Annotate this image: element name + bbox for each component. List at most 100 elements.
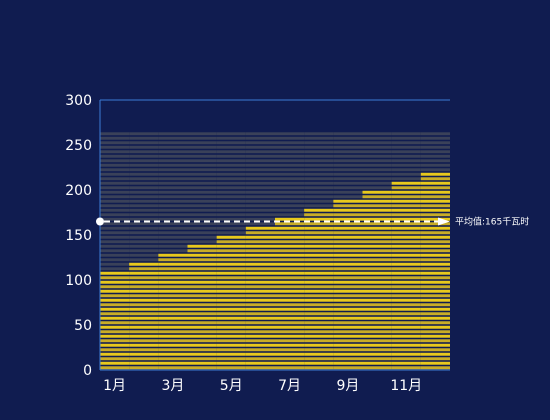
background-bar-segment (129, 190, 159, 194)
bar-segment (420, 280, 450, 284)
bar-segment (216, 289, 246, 293)
bar-segment (304, 357, 334, 361)
bar-segment (391, 348, 421, 352)
bar-segment (362, 271, 392, 275)
bar-segment (333, 276, 363, 280)
background-bar-segment (333, 150, 363, 154)
background-bar-segment (129, 222, 159, 226)
background-bar-segment (391, 150, 421, 154)
bar-segment (333, 280, 363, 284)
bar-segment (158, 334, 188, 338)
bar-segment (158, 271, 188, 275)
bar-segment (420, 303, 450, 307)
background-bar-segment (100, 150, 130, 154)
bar-segment (420, 235, 450, 239)
average-line-start-dot (96, 217, 104, 226)
bar-segment (304, 208, 334, 212)
bar-segment (245, 303, 275, 307)
bar-segment (100, 280, 130, 284)
bar-segment (129, 321, 159, 325)
bar-segment (129, 303, 159, 307)
bar-segment (333, 222, 363, 226)
bar-segment (245, 244, 275, 248)
bar-segment (216, 316, 246, 320)
bar-segment (420, 312, 450, 316)
bar-segment (187, 321, 217, 325)
bar-segment (333, 321, 363, 325)
bar-segment (362, 222, 392, 226)
bar-segment (391, 204, 421, 208)
background-bar-segment (245, 159, 275, 163)
background-bar-segment (362, 132, 392, 136)
bar-segment (420, 316, 450, 320)
background-bar-segment (158, 204, 188, 208)
bar-segment (275, 222, 305, 226)
x-tick-label: 9月 (336, 378, 359, 394)
bar-segment (216, 361, 246, 365)
background-bar-segment (187, 208, 217, 212)
bar-segment (391, 366, 421, 370)
bar-segment (391, 321, 421, 325)
bar-segment (304, 217, 334, 221)
bar-segment (129, 348, 159, 352)
background-bar-segment (304, 136, 334, 140)
bar-segment (245, 271, 275, 275)
background-bar-segment (245, 181, 275, 185)
bar-segment (129, 267, 159, 271)
bar-segment (187, 258, 217, 262)
background-bar-segment (187, 168, 217, 172)
bar-segment (391, 226, 421, 230)
bar-segment (362, 325, 392, 329)
background-bar-segment (304, 195, 334, 199)
background-bar-segment (391, 132, 421, 136)
bar-segment (304, 312, 334, 316)
background-bar-segment (245, 186, 275, 190)
bar-segment (391, 249, 421, 253)
bar-segment (420, 307, 450, 311)
bar-segment (304, 226, 334, 230)
bar-segment (362, 366, 392, 370)
background-bar-segment (245, 132, 275, 136)
bar-segment (391, 334, 421, 338)
bar-segment (362, 303, 392, 307)
bar-segment (420, 249, 450, 253)
background-bar-segment (187, 204, 217, 208)
bar-segment (100, 276, 130, 280)
background-bar-segment (158, 132, 188, 136)
background-bar-segment (333, 177, 363, 181)
bar-segment (216, 249, 246, 253)
bar-segment (362, 244, 392, 248)
bar-segment (100, 352, 130, 356)
background-bar-segment (304, 186, 334, 190)
bar-9月 (333, 199, 363, 370)
bar-segment (245, 321, 275, 325)
bar-8月 (304, 208, 334, 370)
background-bar-segment (158, 244, 188, 248)
bar-segment (275, 226, 305, 230)
bar-segment (187, 253, 217, 257)
bar-segment (304, 235, 334, 239)
bar-segment (420, 262, 450, 266)
bar-segment (362, 267, 392, 271)
background-bar-segment (187, 240, 217, 244)
bar-segment (333, 366, 363, 370)
bar-segment (362, 240, 392, 244)
bar-segment (420, 298, 450, 302)
bar-segment (333, 199, 363, 203)
background-bar-segment (216, 177, 246, 181)
bar-segment (216, 366, 246, 370)
background-bar-segment (304, 177, 334, 181)
background-bar-segment (275, 154, 305, 158)
bar-segment (362, 276, 392, 280)
bar-segment (304, 262, 334, 266)
background-bar-segment (100, 136, 130, 140)
bar-segment (333, 204, 363, 208)
x-tick-label: 1月 (103, 378, 126, 394)
background-bar-segment (245, 177, 275, 181)
bar-segment (391, 240, 421, 244)
bar-segment (187, 294, 217, 298)
bar-segment (100, 285, 130, 289)
background-bar-segment (304, 190, 334, 194)
